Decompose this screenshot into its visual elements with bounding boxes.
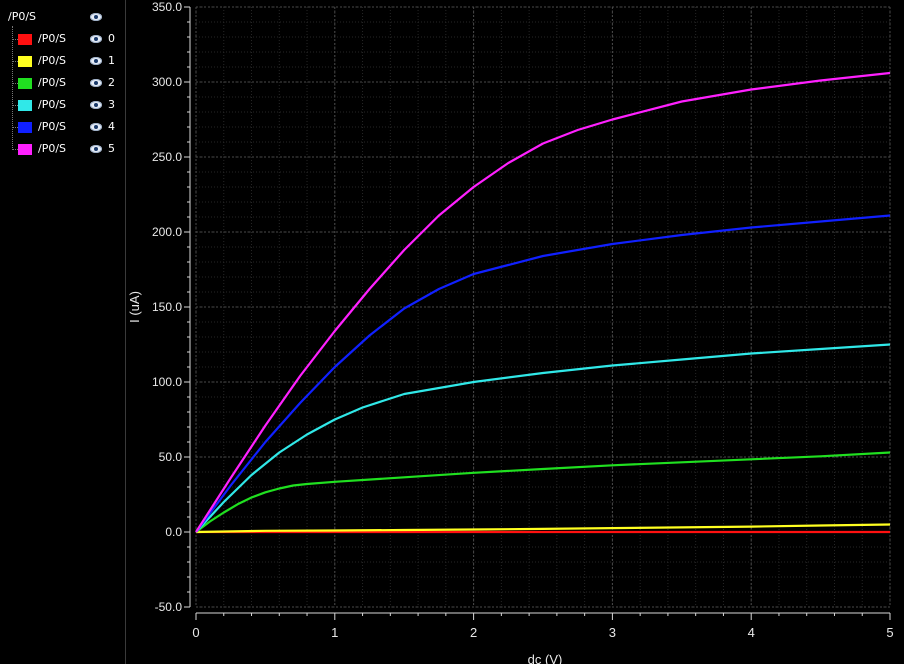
legend-item-index: 0 bbox=[108, 32, 115, 45]
y-tick-label: 200.0 bbox=[152, 225, 182, 239]
x-tick-label: 1 bbox=[331, 625, 338, 640]
y-axis-label: I (uA) bbox=[127, 291, 142, 323]
series-line-1 bbox=[195, 523, 891, 534]
tree-branch bbox=[12, 83, 18, 84]
y-tick-label: 350.0 bbox=[152, 0, 182, 14]
tree-branch bbox=[12, 105, 18, 106]
x-tick-label: 5 bbox=[886, 625, 893, 640]
color-swatch bbox=[18, 56, 32, 67]
legend-item-label: /P0/S bbox=[38, 120, 67, 133]
visibility-eye-icon[interactable] bbox=[90, 79, 102, 87]
color-swatch bbox=[18, 34, 32, 45]
legend-item-index: 1 bbox=[108, 54, 115, 67]
legend-item-index: 4 bbox=[108, 120, 115, 133]
legend-item-label: /P0/S bbox=[38, 98, 67, 111]
tree-branch bbox=[12, 39, 18, 40]
tree-branch bbox=[12, 127, 18, 128]
tree-connector bbox=[12, 26, 13, 148]
legend-item-index: 5 bbox=[108, 142, 115, 155]
color-swatch bbox=[18, 122, 32, 133]
series-line-5 bbox=[195, 71, 891, 533]
y-tick-label: 250.0 bbox=[152, 150, 182, 164]
color-swatch bbox=[18, 100, 32, 111]
x-tick-label: 3 bbox=[609, 625, 616, 640]
legend-item-label: /P0/S bbox=[38, 76, 67, 89]
legend-item-label: /P0/S bbox=[38, 54, 67, 67]
legend-item-label: /P0/S bbox=[38, 32, 67, 45]
series-line-4 bbox=[195, 214, 891, 533]
x-tick-label: 0 bbox=[192, 625, 199, 640]
legend-item-1[interactable]: /P0/S 1 bbox=[0, 52, 124, 70]
series-line-3 bbox=[195, 343, 891, 533]
y-tick-label: 0.0 bbox=[165, 525, 182, 539]
visibility-eye-icon[interactable] bbox=[90, 13, 102, 21]
visibility-eye-icon[interactable] bbox=[90, 57, 102, 65]
legend-item-index: 3 bbox=[108, 98, 115, 111]
legend-item-5[interactable]: /P0/S 5 bbox=[0, 140, 124, 158]
legend-item-4[interactable]: /P0/S 4 bbox=[0, 118, 124, 136]
legend-item-2[interactable]: /P0/S 2 bbox=[0, 74, 124, 92]
visibility-eye-icon[interactable] bbox=[90, 35, 102, 43]
visibility-eye-icon[interactable] bbox=[90, 123, 102, 131]
y-tick-label: 150.0 bbox=[152, 300, 182, 314]
legend-panel: /P0/S /P0/S 0/P0/S 1/P0/S 2/P0/S 3/P0/S 4/P0/… bbox=[0, 0, 126, 664]
legend-item-0[interactable]: /P0/S 0 bbox=[0, 30, 124, 48]
color-swatch bbox=[18, 78, 32, 89]
legend-root[interactable]: /P0/S bbox=[4, 8, 122, 26]
tree-branch bbox=[12, 61, 18, 62]
y-tick-label: -50.0 bbox=[155, 600, 183, 614]
series-line-2 bbox=[195, 451, 891, 533]
legend-item-3[interactable]: /P0/S 3 bbox=[0, 96, 124, 114]
tree-branch bbox=[12, 149, 18, 150]
visibility-eye-icon[interactable] bbox=[90, 145, 102, 153]
y-tick-label: 50.0 bbox=[159, 450, 183, 464]
y-tick-label: 100.0 bbox=[152, 375, 182, 389]
legend-item-index: 2 bbox=[108, 76, 115, 89]
x-tick-label: 4 bbox=[748, 625, 755, 640]
y-tick-label: 300.0 bbox=[152, 75, 182, 89]
color-swatch bbox=[18, 144, 32, 155]
legend-root-label: /P0/S bbox=[8, 10, 37, 23]
x-tick-label: 2 bbox=[470, 625, 477, 640]
x-axis-label: dc (V) bbox=[528, 652, 563, 664]
legend-item-label: /P0/S bbox=[38, 142, 67, 155]
visibility-eye-icon[interactable] bbox=[90, 101, 102, 109]
